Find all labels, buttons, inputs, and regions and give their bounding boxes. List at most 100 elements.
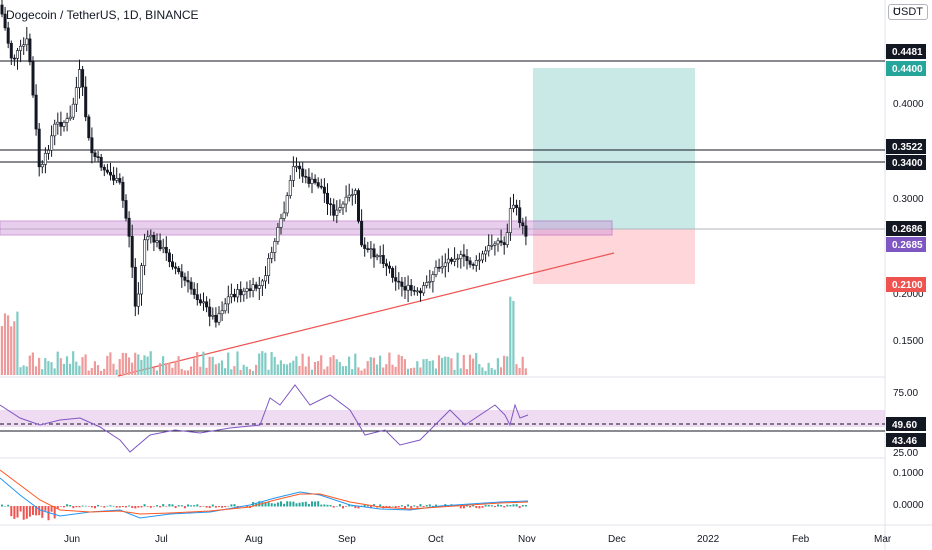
volume-bar — [307, 356, 310, 375]
macd-bar — [304, 501, 307, 507]
stop-zone[interactable] — [533, 229, 695, 284]
symbol-title[interactable]: Dogecoin / TetherUS, 1D, BINANCE — [6, 8, 199, 22]
macd-bar — [264, 502, 267, 507]
macd-bar — [345, 506, 348, 507]
volume-bar — [524, 368, 527, 375]
macd-bar — [180, 505, 183, 507]
candle-body — [3, 13, 7, 29]
volume-bar — [158, 363, 162, 375]
candle-body — [115, 178, 119, 181]
candle-body — [239, 289, 243, 296]
volume-bar — [230, 369, 233, 375]
macd-bar — [475, 506, 478, 509]
macd-bar — [143, 504, 146, 507]
volume-bar — [332, 355, 335, 375]
macd-bar — [469, 506, 472, 508]
candle-body — [46, 150, 50, 154]
candle-body — [248, 288, 252, 291]
macd-bar — [413, 505, 416, 507]
candle-body — [418, 290, 422, 294]
macd-bar — [10, 506, 13, 517]
macd-bar — [187, 504, 189, 507]
volume-bar — [372, 357, 375, 375]
volume-bar — [93, 361, 96, 375]
svg-text:0.2685: 0.2685 — [892, 240, 923, 251]
candle-body — [291, 166, 295, 181]
macd-bar — [363, 504, 366, 507]
macd-line — [0, 477, 529, 519]
macd-bar — [156, 505, 158, 507]
volume-bar — [379, 355, 382, 375]
candle-body — [208, 306, 212, 317]
candle-body — [22, 44, 26, 47]
candle-body — [456, 258, 460, 260]
volume-bar — [406, 368, 410, 375]
candle-body — [412, 290, 416, 292]
candle-body — [502, 242, 506, 245]
volume-bar — [360, 370, 363, 375]
macd-bar — [97, 504, 100, 507]
volume-bar — [258, 353, 261, 375]
volume-bar — [103, 368, 106, 375]
volume-bar — [506, 356, 509, 375]
volume-bar — [441, 357, 444, 375]
candle-body — [431, 274, 435, 282]
volume-bar — [196, 352, 199, 375]
candle-body — [279, 218, 283, 228]
macd-bar — [221, 506, 224, 508]
macd-bar — [211, 504, 214, 507]
volume-bar — [394, 366, 397, 375]
ascending-trendline[interactable] — [117, 252, 615, 377]
macd-bar — [472, 504, 475, 507]
volume-bar — [72, 351, 75, 375]
support-zone[interactable] — [0, 220, 613, 236]
volume-bar — [391, 364, 394, 375]
macd-bar — [233, 504, 236, 507]
volume-bar — [124, 353, 127, 375]
macd-bar — [59, 506, 62, 507]
candle-body — [406, 285, 410, 291]
volume-bar — [397, 354, 400, 375]
candle-body — [316, 182, 320, 187]
volume-bar — [53, 368, 56, 375]
volume-bar — [431, 360, 434, 375]
volume-bar — [512, 300, 515, 375]
time-label: Aug — [245, 534, 263, 545]
currency-button[interactable]: USDT — [888, 4, 928, 20]
macd-bar — [351, 505, 354, 507]
macd-bar — [503, 506, 506, 508]
macd-bar — [134, 506, 137, 509]
macd-bar — [512, 504, 515, 507]
candle-body — [158, 240, 162, 250]
volume-bar — [270, 352, 273, 375]
candle-body — [71, 103, 75, 118]
macd-bar — [416, 506, 419, 508]
target-zone[interactable] — [533, 68, 695, 229]
macd-bar — [332, 506, 335, 508]
volume-bar — [351, 369, 354, 375]
candle-body — [127, 217, 131, 237]
candle-body — [192, 288, 196, 295]
volume-bar — [481, 367, 484, 375]
price-badge: 0.4481 — [886, 44, 926, 59]
svg-text:0.4481: 0.4481 — [892, 47, 923, 58]
macd-bar — [348, 504, 351, 507]
volume-bar — [422, 359, 425, 375]
candle-body — [267, 258, 271, 276]
volume-bar — [437, 355, 441, 375]
candle-body — [363, 244, 367, 249]
rsi-tick: 25.00 — [893, 448, 918, 459]
macd-bar — [326, 504, 329, 507]
candle-body — [149, 234, 153, 238]
volume-bar — [7, 315, 10, 375]
volume-bar — [248, 369, 251, 375]
macd-bar — [509, 505, 512, 507]
candle-body — [143, 239, 147, 266]
macd-bar — [435, 504, 437, 507]
candle-body — [462, 254, 466, 257]
macd-bar — [366, 505, 369, 507]
macd-bar — [521, 505, 524, 507]
candle-body — [211, 314, 215, 317]
volume-bar — [202, 351, 205, 375]
